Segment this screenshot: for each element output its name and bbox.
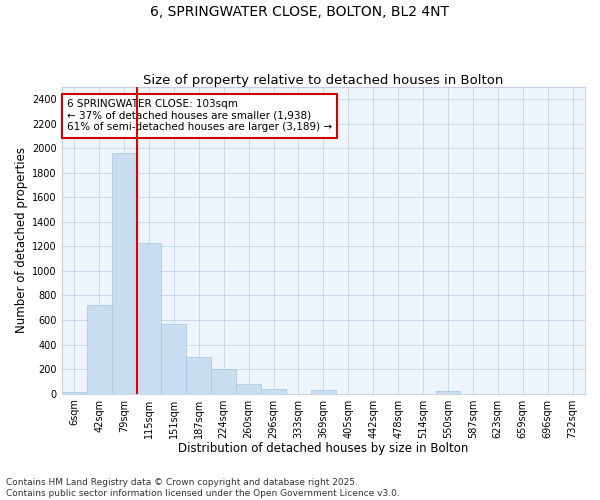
Bar bbox=[187, 357, 211, 394]
Y-axis label: Number of detached properties: Number of detached properties bbox=[15, 148, 28, 334]
Bar bbox=[86, 306, 112, 394]
Bar bbox=[236, 384, 261, 394]
Bar bbox=[62, 392, 86, 394]
Text: 6 SPRINGWATER CLOSE: 103sqm
← 37% of detached houses are smaller (1,938)
61% of : 6 SPRINGWATER CLOSE: 103sqm ← 37% of det… bbox=[67, 100, 332, 132]
Title: Size of property relative to detached houses in Bolton: Size of property relative to detached ho… bbox=[143, 74, 503, 87]
Bar bbox=[161, 324, 187, 394]
Bar bbox=[211, 369, 236, 394]
X-axis label: Distribution of detached houses by size in Bolton: Distribution of detached houses by size … bbox=[178, 442, 469, 455]
Bar bbox=[137, 243, 161, 394]
Bar bbox=[261, 388, 286, 394]
Bar bbox=[112, 153, 137, 394]
Text: Contains HM Land Registry data © Crown copyright and database right 2025.
Contai: Contains HM Land Registry data © Crown c… bbox=[6, 478, 400, 498]
Text: 6, SPRINGWATER CLOSE, BOLTON, BL2 4NT: 6, SPRINGWATER CLOSE, BOLTON, BL2 4NT bbox=[151, 5, 449, 19]
Bar bbox=[436, 391, 460, 394]
Bar bbox=[311, 390, 336, 394]
